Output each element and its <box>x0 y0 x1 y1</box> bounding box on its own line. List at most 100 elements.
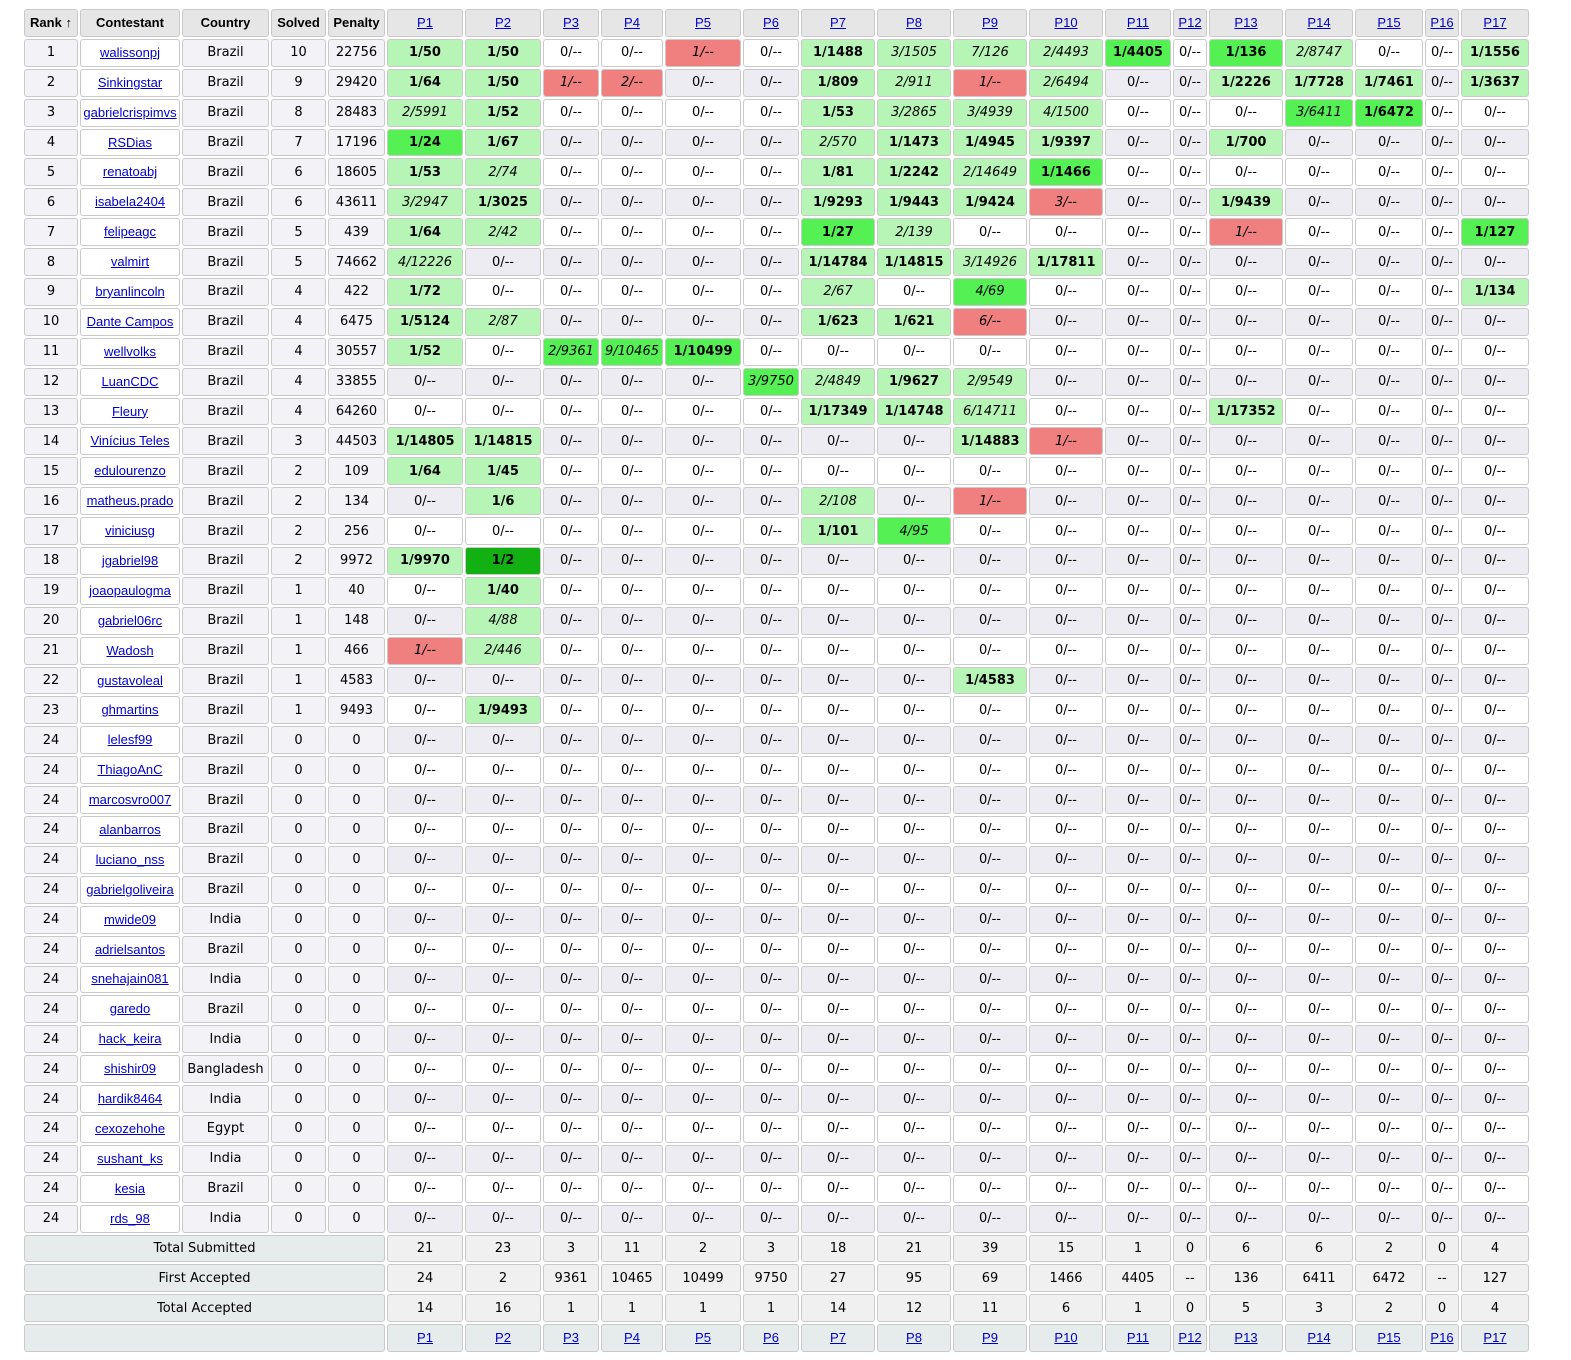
problem-result-cell[interactable]: 0/-- <box>601 1114 663 1143</box>
problem-result-cell[interactable]: 0/-- <box>1425 816 1459 844</box>
problem-result-cell[interactable]: 0/-- <box>387 965 463 994</box>
problem-result-cell[interactable]: 0/-- <box>601 307 663 336</box>
problem-result-cell[interactable]: 0/-- <box>1425 188 1459 217</box>
problem-link-p6[interactable]: P6 <box>763 15 779 31</box>
problem-result-cell[interactable]: 1/127 <box>1461 218 1529 247</box>
problem-result-cell[interactable]: 0/-- <box>387 726 463 755</box>
contestant-link[interactable]: gabriel06rc <box>97 612 163 628</box>
problem-result-cell[interactable]: 1/27 <box>801 218 875 247</box>
problem-result-cell[interactable]: 0/-- <box>1461 1025 1529 1054</box>
contestant-link[interactable]: edulourenzo <box>94 463 166 479</box>
problem-result-cell[interactable]: 0/-- <box>465 935 541 964</box>
problem-result-cell[interactable]: 0/-- <box>601 158 663 187</box>
problem-result-cell[interactable]: 0/-- <box>1105 816 1171 844</box>
problem-result-cell[interactable]: 2/446 <box>465 636 541 665</box>
problem-result-cell[interactable]: 0/-- <box>1355 158 1423 187</box>
problem-result-cell[interactable]: 0/-- <box>465 875 541 904</box>
problem-result-cell[interactable]: 0/-- <box>743 636 799 665</box>
problem-result-cell[interactable]: 0/-- <box>1425 1204 1459 1233</box>
problem-result-cell[interactable]: 0/-- <box>1105 756 1171 785</box>
problem-result-cell[interactable]: 0/-- <box>1355 1174 1423 1203</box>
problem-result-cell[interactable]: 0/-- <box>1105 726 1171 755</box>
problem-result-cell[interactable]: 0/-- <box>543 696 599 725</box>
problem-result-cell[interactable]: 1/9970 <box>387 547 463 575</box>
problem-result-cell[interactable]: 0/-- <box>1173 427 1207 456</box>
problem-result-cell[interactable]: 3/1505 <box>877 38 951 67</box>
problem-result-cell[interactable]: 0/-- <box>1355 1055 1423 1084</box>
problem-result-cell[interactable]: 0/-- <box>543 965 599 994</box>
problem-result-cell[interactable]: 1/53 <box>801 98 875 127</box>
problem-result-cell[interactable]: 0/-- <box>1105 935 1171 964</box>
problem-result-cell[interactable]: 0/-- <box>1173 726 1207 755</box>
problem-result-cell[interactable]: 0/-- <box>543 128 599 157</box>
problem-result-cell[interactable]: 0/-- <box>877 696 951 725</box>
problem-result-cell[interactable]: 0/-- <box>1285 248 1353 277</box>
problem-result-cell[interactable]: 0/-- <box>1029 1204 1103 1233</box>
problem-result-cell[interactable]: 0/-- <box>953 517 1027 546</box>
problem-result-cell[interactable]: 0/-- <box>1461 1085 1529 1113</box>
rank-header[interactable]: Rank ↑ <box>24 9 78 37</box>
problem-result-cell[interactable]: 0/-- <box>1461 188 1529 217</box>
problem-result-cell[interactable]: 0/-- <box>1355 1204 1423 1233</box>
problem-result-cell[interactable]: 0/-- <box>1461 367 1529 396</box>
problem-result-cell[interactable]: 0/-- <box>1173 816 1207 844</box>
problem-result-cell[interactable]: 0/-- <box>543 367 599 396</box>
footer-problem-link-p11[interactable]: P11 <box>1126 1330 1150 1346</box>
problem-result-cell[interactable]: 0/-- <box>953 726 1027 755</box>
problem-result-cell[interactable]: 0/-- <box>1173 128 1207 157</box>
problem-result-cell[interactable]: 0/-- <box>801 606 875 635</box>
problem-result-cell[interactable]: 0/-- <box>1029 1144 1103 1173</box>
contestant-link[interactable]: marcosvro007 <box>88 792 172 808</box>
contestant-link[interactable]: rds_98 <box>110 1210 150 1226</box>
problem-result-cell[interactable]: 4/88 <box>465 606 541 635</box>
problem-result-cell[interactable]: 0/-- <box>953 457 1027 486</box>
problem-result-cell[interactable]: 0/-- <box>1209 487 1283 516</box>
problem-result-cell[interactable]: 0/-- <box>1173 1025 1207 1054</box>
problem-result-cell[interactable]: 0/-- <box>1285 397 1353 426</box>
problem-result-cell[interactable]: 0/-- <box>877 995 951 1024</box>
contestant-link[interactable]: bryanlincoln <box>95 283 165 299</box>
problem-result-cell[interactable]: 1/14883 <box>953 427 1027 456</box>
contestant-link[interactable]: ghmartins <box>101 702 159 718</box>
problem-result-cell[interactable]: 0/-- <box>543 636 599 665</box>
problem-result-cell[interactable]: 0/-- <box>953 636 1027 665</box>
problem-result-cell[interactable]: 0/-- <box>1355 397 1423 426</box>
problem-result-cell[interactable]: 0/-- <box>543 1114 599 1143</box>
problem-result-cell[interactable]: 0/-- <box>1209 696 1283 725</box>
problem-result-cell[interactable]: 0/-- <box>543 1025 599 1054</box>
contestant-link[interactable]: snehajain081 <box>91 971 169 987</box>
problem-result-cell[interactable]: 0/-- <box>1285 1144 1353 1173</box>
problem-result-cell[interactable]: 0/-- <box>1355 965 1423 994</box>
problem-result-cell[interactable]: 0/-- <box>387 905 463 934</box>
problem-result-cell[interactable]: 0/-- <box>801 1174 875 1203</box>
problem-result-cell[interactable]: 0/-- <box>953 965 1027 994</box>
problem-link-p3[interactable]: P3 <box>563 15 579 31</box>
problem-result-cell[interactable]: 0/-- <box>1209 1204 1283 1233</box>
problem-result-cell[interactable]: 0/-- <box>1461 935 1529 964</box>
problem-result-cell[interactable]: 0/-- <box>1173 636 1207 665</box>
problem-result-cell[interactable]: 0/-- <box>1355 307 1423 336</box>
problem-result-cell[interactable]: 0/-- <box>953 547 1027 575</box>
problem-result-cell[interactable]: 0/-- <box>1105 636 1171 665</box>
problem-result-cell[interactable]: 0/-- <box>1173 1114 1207 1143</box>
problem-result-cell[interactable]: 0/-- <box>877 606 951 635</box>
problem-result-cell[interactable]: 0/-- <box>1355 576 1423 605</box>
problem-result-cell[interactable]: 0/-- <box>543 995 599 1024</box>
problem-result-cell[interactable]: 1/2242 <box>877 158 951 187</box>
problem-result-cell[interactable]: 1/1488 <box>801 38 875 67</box>
problem-result-cell[interactable]: 1/50 <box>465 68 541 97</box>
problem-result-cell[interactable]: 0/-- <box>877 726 951 755</box>
problem-result-cell[interactable]: 0/-- <box>665 786 741 815</box>
problem-result-cell[interactable]: 0/-- <box>465 1025 541 1054</box>
footer-problem-link-p5[interactable]: P5 <box>695 1330 711 1346</box>
problem-result-cell[interactable]: 0/-- <box>953 1174 1027 1203</box>
problem-result-cell[interactable]: 0/-- <box>1425 397 1459 426</box>
problem-result-cell[interactable]: 0/-- <box>801 547 875 575</box>
problem-result-cell[interactable]: 0/-- <box>1355 845 1423 874</box>
problem-result-cell[interactable]: 0/-- <box>1425 248 1459 277</box>
problem-result-cell[interactable]: 0/-- <box>1173 1174 1207 1203</box>
problem-result-cell[interactable]: 0/-- <box>801 1055 875 1084</box>
contestant-link[interactable]: adrielsantos <box>94 941 166 957</box>
problem-result-cell[interactable]: 0/-- <box>1461 248 1529 277</box>
problem-result-cell[interactable]: 0/-- <box>1173 547 1207 575</box>
